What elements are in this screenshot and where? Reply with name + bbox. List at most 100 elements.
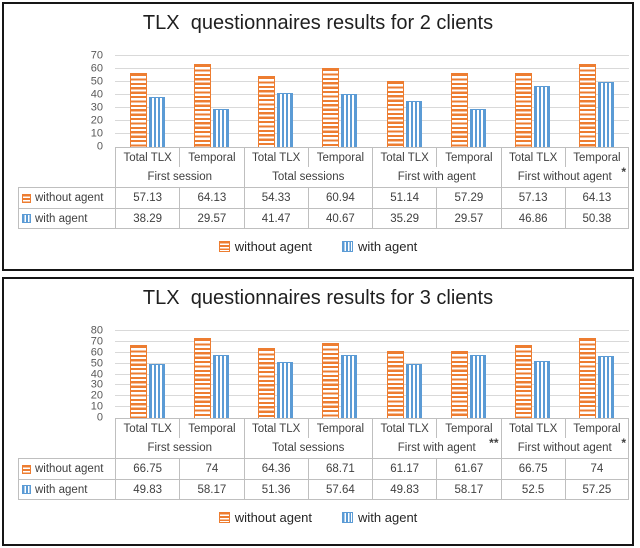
table-corner: [18, 167, 115, 187]
bar-pair-4: [308, 331, 372, 418]
category-label: Total TLX: [508, 151, 558, 164]
category-header: Temporal: [307, 147, 372, 167]
legend-label: without agent: [234, 239, 313, 254]
chart-panel-3-clients: TLX questionnaires results for 3 clients…: [2, 277, 634, 546]
series-name: without agent: [35, 192, 104, 204]
category-header: Total TLX: [243, 418, 308, 438]
series-name: with agent: [35, 483, 88, 496]
value-cell: 49.83: [115, 479, 180, 500]
group-header: Total sessions: [243, 438, 373, 458]
category-header: Total TLX: [243, 147, 308, 167]
group-header: Total sessions: [243, 167, 373, 187]
value-cell: 66.75: [500, 458, 565, 479]
series-row-header: with agent: [18, 208, 115, 229]
bar-without-agent: [322, 67, 340, 147]
category-label: Total TLX: [123, 151, 172, 164]
bar-without-agent: [193, 63, 211, 147]
bar-pair-6: [436, 331, 500, 418]
series-key-icon: [22, 485, 31, 494]
gridline: [115, 133, 629, 134]
category-label: Temporal: [445, 422, 493, 435]
category-label: Total TLX: [251, 151, 301, 164]
bar-with-agent: [598, 81, 615, 147]
bar-pair-2: [179, 331, 243, 418]
legend-item-without-agent: without agent: [218, 239, 313, 254]
value-cell: 49.83: [372, 479, 437, 500]
category-header: Total TLX: [500, 418, 565, 438]
category-header: Temporal: [436, 147, 501, 167]
series-key-icon: [22, 464, 31, 474]
series-name: with agent: [35, 212, 88, 225]
value-cell: 68.71: [307, 458, 372, 479]
bar-pair-6: [436, 56, 500, 147]
series-row-header: without agent: [18, 187, 115, 208]
category-header: Temporal: [307, 418, 372, 438]
bar-without-agent: [258, 76, 276, 147]
gridline: [115, 107, 629, 108]
bar-pair-8: [565, 331, 629, 418]
value-cell: 64.13: [179, 187, 244, 208]
bar-with-agent: [341, 94, 358, 147]
group-header: First with agent: [372, 167, 501, 187]
gridline: [115, 373, 629, 375]
value-cell: 74: [179, 458, 244, 479]
chart-title: TLX questionnaires results for 3 clients: [142, 287, 494, 309]
value-cell: 38.29: [115, 208, 180, 229]
y-tick-label: 70: [90, 49, 103, 62]
category-header: Temporal *: [564, 418, 629, 449]
bar-pair-1: [115, 56, 179, 147]
y-tick-label: 50: [90, 357, 103, 370]
bar-with-agent: [341, 355, 358, 418]
legend-key-icon: [342, 241, 354, 252]
value-cell: 66.75: [115, 458, 180, 479]
value-cell: 57.13: [115, 187, 180, 208]
bar-pair-1: [115, 331, 179, 418]
y-tick-label: 40: [90, 88, 103, 101]
bar-without-agent: [129, 72, 147, 147]
legend-label: with agent: [358, 510, 418, 525]
bar-pair-4: [308, 56, 372, 147]
series-key-icon: [22, 193, 31, 203]
category-label: Total TLX: [251, 422, 301, 435]
category-label: Temporal: [316, 422, 365, 435]
y-tick-label: 30: [90, 101, 103, 114]
series-row-header: with agent: [18, 479, 115, 500]
value-cell: 54.33: [243, 187, 308, 208]
y-tick-label: 80: [90, 324, 103, 337]
y-tick-label: 60: [90, 346, 103, 359]
significance-note: **: [489, 436, 499, 450]
series-name: without agent: [35, 463, 104, 475]
category-header: Total TLX: [372, 147, 437, 167]
plot-area: [115, 330, 629, 418]
group-header: First session: [115, 438, 244, 458]
value-cell: 51.14: [372, 187, 437, 208]
legend-label: without agent: [234, 510, 313, 525]
bar-with-agent: [405, 363, 422, 418]
gridline: [115, 120, 629, 121]
bar-with-agent: [469, 108, 486, 147]
category-label: Temporal: [573, 151, 621, 164]
category-header: Total TLX: [372, 418, 437, 438]
category-header: Temporal *: [564, 147, 629, 178]
category-label: Total TLX: [508, 422, 558, 435]
y-tick-label: 30: [90, 378, 103, 391]
legend-item-with-agent: with agent: [342, 510, 417, 525]
bar-without-agent: [193, 337, 211, 418]
bar-without-agent: [258, 348, 276, 418]
value-cell: 35.29: [372, 208, 437, 229]
category-header: Total TLX: [115, 418, 180, 438]
gridline: [115, 406, 629, 408]
category-label: Total TLX: [380, 151, 429, 164]
bar-with-agent: [277, 362, 294, 418]
bar-with-agent: [212, 108, 229, 147]
chart-title: TLX questionnaires results for 2 clients: [142, 12, 494, 34]
category-header: Total TLX: [115, 147, 180, 167]
bar-with-agent: [534, 86, 551, 147]
legend-key-icon: [218, 241, 230, 252]
category-header: Temporal: [179, 418, 244, 438]
category-label: Temporal: [573, 422, 621, 435]
significance-note: *: [621, 436, 626, 450]
bar-pair-5: [372, 56, 436, 147]
series-key-icon: [22, 214, 31, 223]
y-tick-label: 0: [96, 140, 103, 153]
